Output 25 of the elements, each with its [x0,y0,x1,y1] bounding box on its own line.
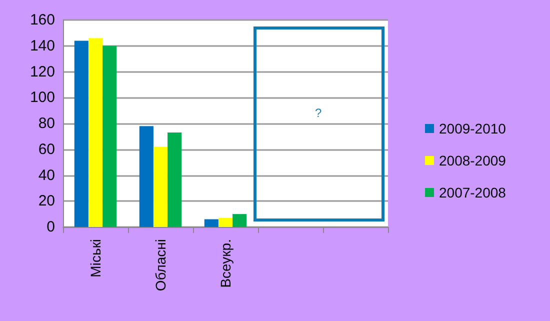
legend-label: 2007-2008 [439,184,506,200]
x-tick-label: Обласні [152,239,168,292]
y-tick-label: 120 [30,63,55,80]
bar [232,214,247,227]
legend-label: 2009-2010 [439,120,506,136]
y-tick-label: 80 [38,115,55,132]
annotation: ? [315,106,322,120]
y-tick-label: 40 [38,166,55,184]
x-tick-label: Всеукр. [218,239,234,288]
legend-label: 2008-2009 [439,152,506,168]
y-tick-label: 20 [38,192,55,210]
bar [102,46,117,227]
bar [139,126,154,227]
bar [168,132,182,227]
y-tick-label: 140 [30,37,55,54]
y-tick-label: 160 [30,12,55,28]
y-tick-label: 0 [46,218,55,236]
bar [204,219,218,227]
bar [218,218,233,227]
bar [74,40,88,227]
bar [88,38,103,227]
y-tick-label: 100 [30,89,55,106]
y-tick-label: 60 [38,140,55,158]
bar [153,146,168,227]
x-tick-label: Міські [88,239,104,278]
